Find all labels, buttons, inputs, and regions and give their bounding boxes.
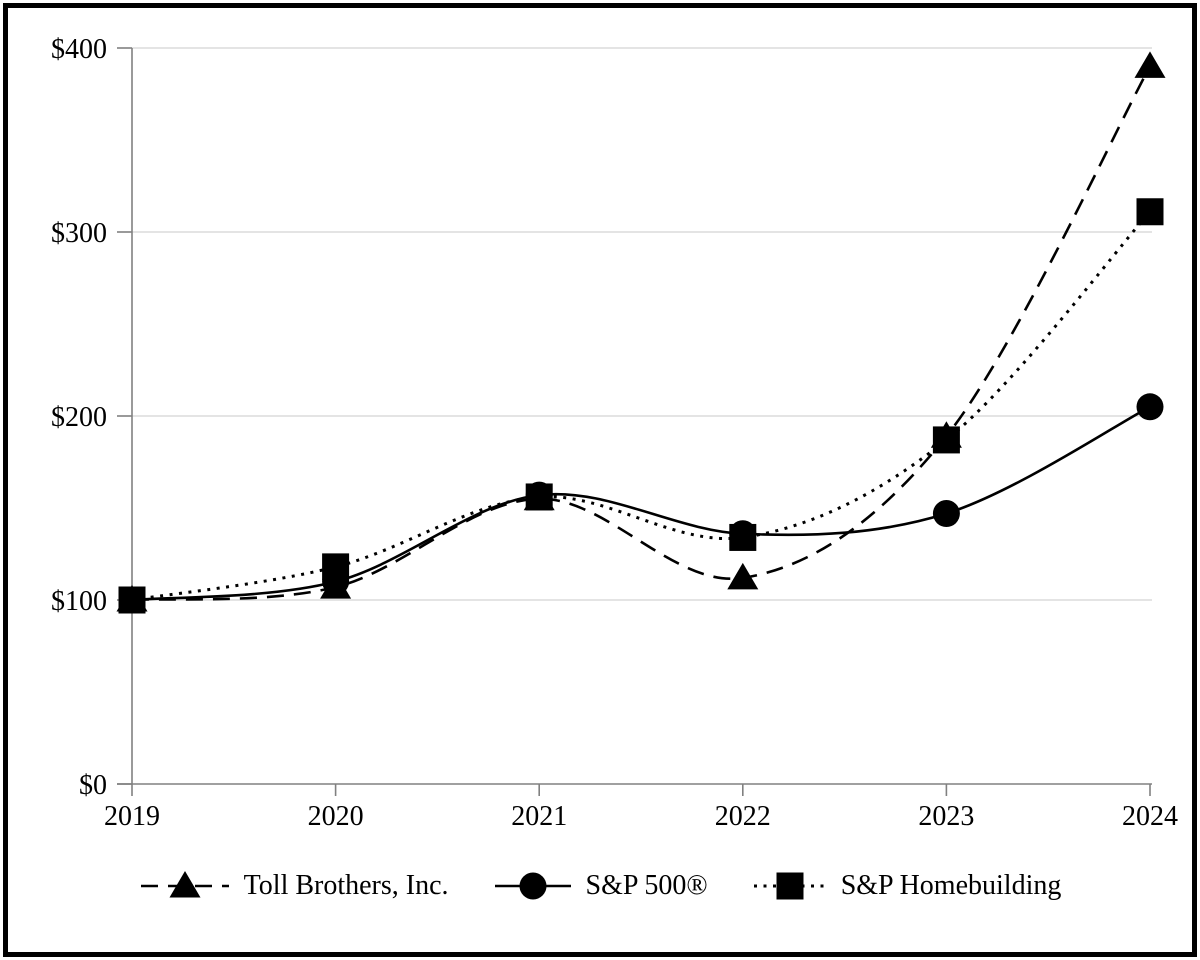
legend-item-toll-brothers: Toll Brothers, Inc.: [139, 864, 449, 908]
y-tick-label: $100: [51, 586, 107, 617]
chart-legend: Toll Brothers, Inc. S&P 500® S&P Homebui…: [0, 858, 1200, 914]
legend-item-sp-homebuilding: S&P Homebuilding: [752, 864, 1062, 908]
x-tick-label: 2020: [308, 801, 364, 832]
square-marker: [525, 483, 553, 511]
x-tick-label: 2024: [1122, 801, 1178, 832]
x-tick-label: 2023: [918, 801, 974, 832]
legend-circle-marker: [519, 872, 547, 900]
legend-triangle-marker: [169, 871, 201, 898]
legend-label-toll-brothers: Toll Brothers, Inc.: [243, 870, 449, 901]
square-marker: [729, 523, 757, 551]
dotted-line-square-marker-icon: [753, 872, 826, 900]
legend-square-marker: [776, 872, 804, 900]
y-tick-label: $0: [79, 770, 107, 801]
square-marker: [118, 586, 146, 614]
circle-marker: [1136, 393, 1164, 421]
square-marker: [322, 553, 350, 581]
chart-frame: [3, 3, 1197, 957]
dashed-line-triangle-marker-icon: [140, 871, 229, 898]
series-line-square: [131, 210, 1152, 602]
triangle-marker: [1134, 51, 1166, 78]
x-tick-label: 2022: [715, 801, 771, 832]
y-tick-label: $300: [51, 218, 107, 249]
x-tick-label: 2019: [104, 801, 160, 832]
y-tick-label: $400: [51, 34, 107, 65]
series-line-triangle: [131, 65, 1152, 602]
legend-label-sp500: S&P 500®: [585, 870, 708, 901]
series-line-circle: [131, 405, 1151, 602]
legend-item-sp500: S&P 500®: [493, 864, 708, 908]
y-tick-label: $200: [51, 402, 107, 433]
legend-label-sp-homebuilding: S&P Homebuilding: [840, 870, 1062, 901]
solid-line-circle-marker-icon: [494, 872, 571, 900]
circle-marker: [932, 500, 960, 528]
square-marker: [1136, 198, 1164, 226]
x-tick-label: 2021: [511, 801, 567, 832]
triangle-marker: [727, 562, 759, 590]
square-marker: [932, 426, 960, 454]
